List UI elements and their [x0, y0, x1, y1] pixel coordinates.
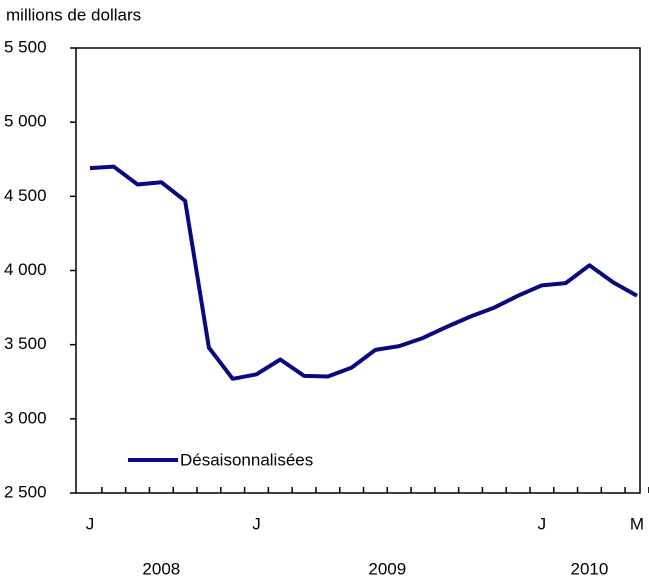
- y-axis-label: millions de dollars: [6, 5, 141, 24]
- data-line: [89, 164, 638, 381]
- y-tick-label: 3 000: [4, 408, 47, 427]
- x-tick-label: M: [630, 514, 644, 533]
- y-tick-label: 2 500: [4, 482, 47, 501]
- y-tick-label: 5 500: [4, 37, 47, 56]
- x-tick-label: J: [538, 514, 547, 533]
- legend-label: Désaisonnalisées: [180, 450, 313, 469]
- year-label: 2010: [571, 559, 609, 578]
- year-label: 2008: [142, 559, 180, 578]
- y-tick-label: 4 500: [4, 186, 47, 205]
- plot-frame: [75, 47, 641, 494]
- x-tick-label: J: [252, 514, 261, 533]
- y-tick-label: 5 000: [4, 112, 47, 131]
- y-tick-label: 3 500: [4, 334, 47, 353]
- x-tick-label: J: [86, 514, 95, 533]
- year-label: 2009: [368, 559, 406, 578]
- y-tick-label: 4 000: [4, 260, 47, 279]
